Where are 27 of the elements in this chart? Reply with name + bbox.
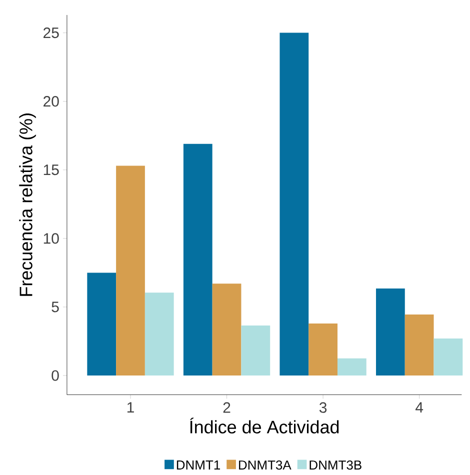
legend-label: DNMT1: [177, 460, 220, 470]
x-tick-label: 2: [224, 402, 230, 413]
bar: [87, 272, 116, 376]
y-tick-label: 25: [44, 28, 59, 38]
x-tick-label: 3: [320, 402, 327, 413]
bar: [116, 166, 146, 376]
y-tick-label: 10: [44, 233, 59, 244]
bar: [405, 314, 434, 376]
bar: [184, 144, 212, 376]
y-tick-label: 20: [44, 96, 59, 107]
bar: [280, 32, 309, 376]
bar: [308, 323, 338, 376]
x-tick-label: 4: [416, 402, 424, 413]
y-tick-label: 15: [44, 164, 59, 176]
y-axis-title: Frecuencia relativa (%): [19, 114, 36, 296]
legend-label: DNMT3A: [239, 460, 292, 470]
bar: [212, 284, 242, 376]
y-tick-label: 0: [52, 370, 60, 381]
bar: [145, 292, 174, 376]
bar: [376, 288, 406, 376]
x-tick-label: 1: [128, 402, 134, 413]
y-tick-label: 5: [52, 302, 59, 312]
legend-label: DNMT3B: [310, 460, 362, 470]
bar: [338, 358, 367, 376]
bar: [434, 338, 463, 376]
x-axis-title: Índice de Actividad: [190, 418, 339, 434]
bar: [241, 325, 270, 376]
